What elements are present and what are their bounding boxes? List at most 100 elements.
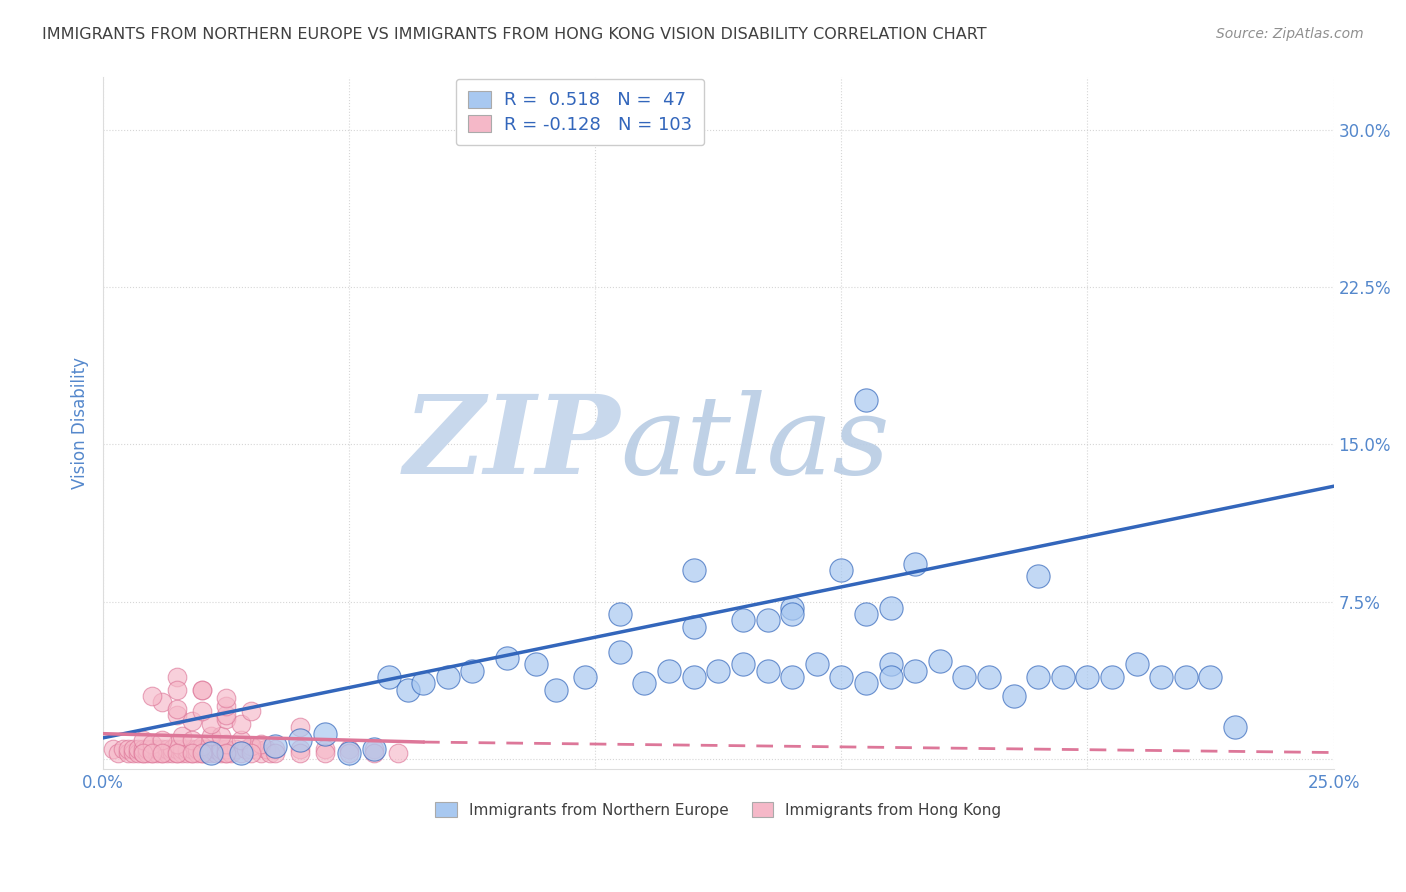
Point: [150, 720, 173, 734]
Point: [235, 735, 257, 749]
Point: [156, 735, 179, 749]
Point: [780, 615, 803, 630]
Point: [707, 605, 730, 619]
Point: [166, 735, 188, 749]
Point: [160, 741, 183, 756]
Point: [200, 693, 222, 707]
Point: [150, 741, 173, 756]
Point: [953, 615, 976, 630]
Point: [141, 741, 163, 756]
Text: Source: ZipAtlas.com: Source: ZipAtlas.com: [1216, 27, 1364, 41]
Point: [166, 636, 188, 650]
Point: [209, 735, 232, 749]
Point: [780, 510, 803, 524]
Point: [1101, 615, 1123, 630]
Point: [264, 731, 287, 745]
Point: [396, 636, 419, 650]
Point: [756, 521, 779, 535]
Point: [176, 735, 198, 749]
Point: [215, 678, 238, 692]
Point: [806, 594, 828, 608]
Point: [131, 741, 153, 756]
Point: [195, 735, 218, 749]
Point: [176, 741, 198, 756]
Point: [166, 615, 188, 630]
Point: [200, 735, 222, 749]
Point: [209, 714, 232, 728]
Point: [229, 741, 252, 756]
Point: [731, 594, 754, 608]
Point: [1026, 448, 1049, 462]
Point: [215, 651, 238, 665]
Point: [156, 741, 179, 756]
Point: [1150, 615, 1173, 630]
Point: [229, 720, 252, 734]
Point: [239, 741, 262, 756]
Point: [190, 741, 212, 756]
Point: [209, 741, 232, 756]
Point: [170, 741, 193, 756]
Point: [200, 714, 222, 728]
Point: [264, 735, 287, 749]
Point: [229, 741, 252, 756]
Point: [225, 735, 247, 749]
Point: [195, 741, 218, 756]
Point: [170, 735, 193, 749]
Point: [239, 735, 262, 749]
Point: [314, 735, 336, 749]
Point: [682, 532, 704, 546]
Point: [190, 731, 212, 745]
Point: [249, 726, 271, 740]
Point: [780, 500, 803, 515]
Point: [904, 605, 927, 619]
Point: [111, 735, 134, 749]
Point: [254, 735, 277, 749]
Point: [141, 741, 163, 756]
Point: [117, 735, 139, 749]
Point: [337, 735, 360, 749]
Point: [904, 426, 927, 441]
Point: [288, 699, 311, 714]
Point: [314, 741, 336, 756]
Point: [121, 735, 143, 749]
Point: [495, 584, 517, 599]
Point: [180, 741, 202, 756]
Point: [219, 741, 242, 756]
Point: [160, 735, 183, 749]
Point: [107, 741, 129, 756]
Point: [259, 741, 281, 756]
Point: [141, 647, 163, 661]
Point: [1002, 647, 1025, 661]
Point: [609, 510, 631, 524]
Point: [879, 594, 901, 608]
Point: [1076, 615, 1098, 630]
Point: [166, 678, 188, 692]
Point: [928, 588, 950, 602]
Point: [131, 741, 153, 756]
Point: [1125, 594, 1147, 608]
Text: IMMIGRANTS FROM NORTHERN EUROPE VS IMMIGRANTS FROM HONG KONG VISION DISABILITY C: IMMIGRANTS FROM NORTHERN EUROPE VS IMMIG…: [42, 27, 987, 42]
Point: [337, 741, 360, 756]
Point: [1174, 615, 1197, 630]
Point: [288, 735, 311, 749]
Point: [146, 735, 169, 749]
Point: [314, 710, 336, 724]
Point: [180, 689, 202, 703]
Point: [141, 735, 163, 749]
Point: [544, 636, 567, 650]
Point: [215, 726, 238, 740]
Point: [249, 741, 271, 756]
Point: [337, 741, 360, 756]
Point: [830, 437, 852, 451]
Point: [609, 574, 631, 588]
Point: [190, 636, 212, 650]
Point: [977, 615, 1000, 630]
Point: [1026, 615, 1049, 630]
Point: [127, 741, 149, 756]
Point: [363, 735, 385, 749]
Point: [288, 741, 311, 756]
Point: [658, 605, 681, 619]
Point: [239, 731, 262, 745]
Point: [215, 664, 238, 678]
Point: [215, 735, 238, 749]
